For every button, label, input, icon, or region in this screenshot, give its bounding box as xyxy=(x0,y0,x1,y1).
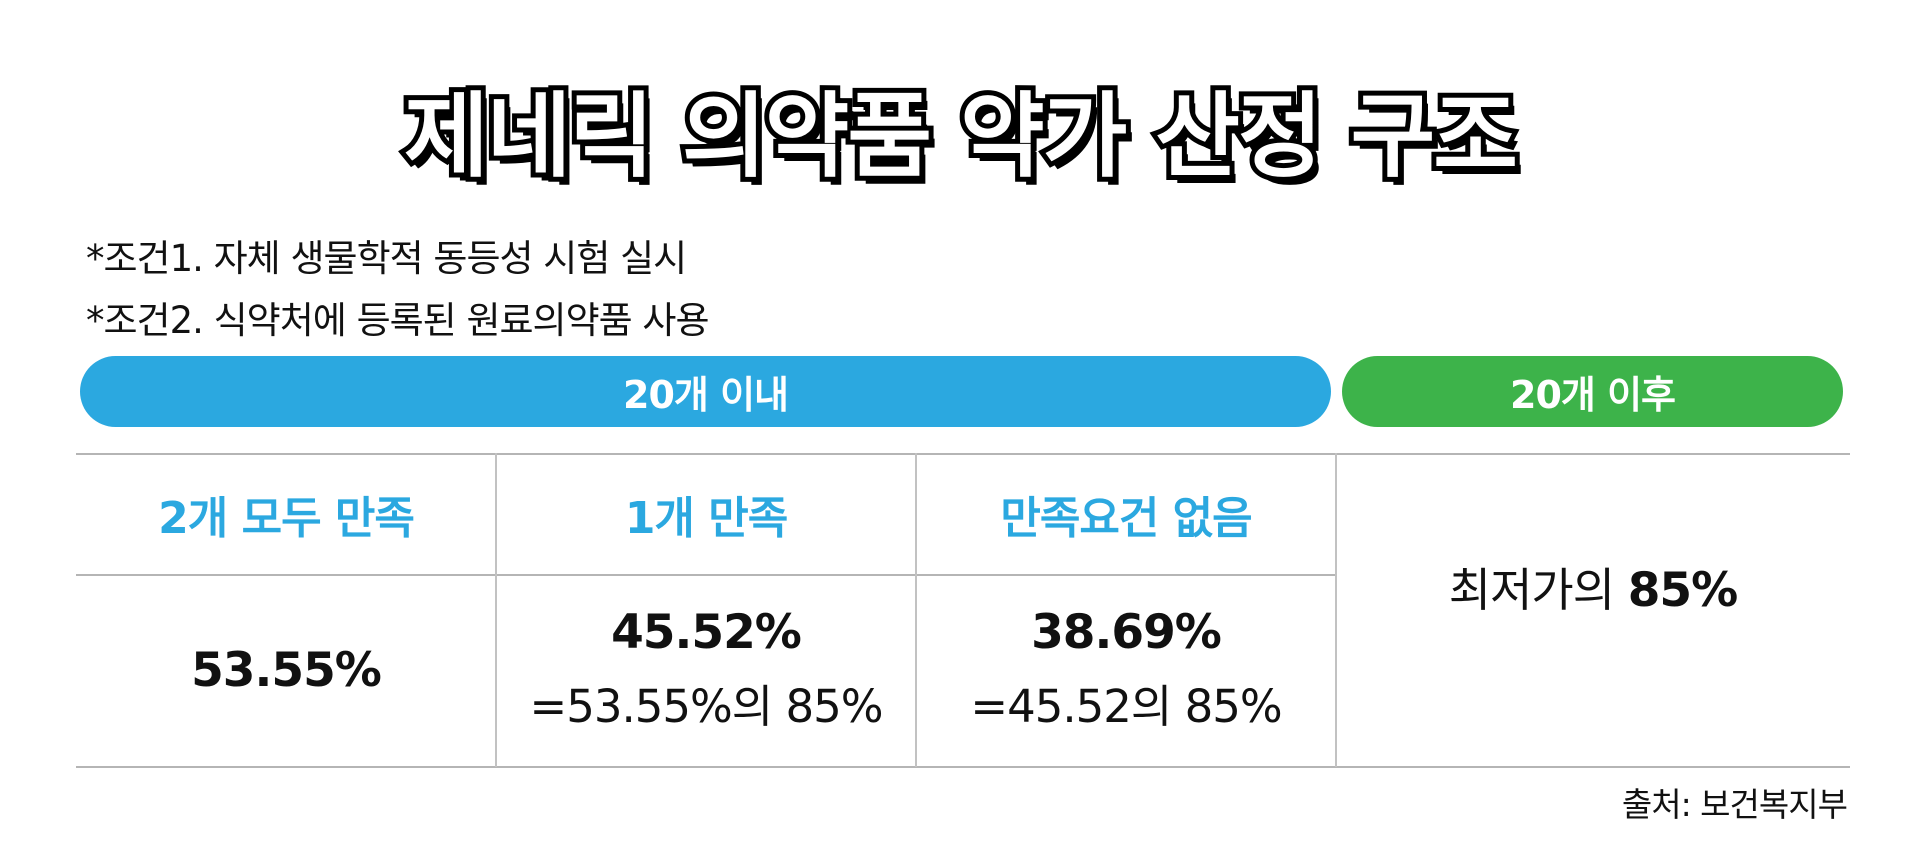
column-divider-2 xyxy=(915,453,917,767)
source-credit: 출처: 보건복지부 xyxy=(1621,785,1848,824)
after-20-label: 20개 이후 xyxy=(1510,373,1676,417)
conditions-list: *조건1. 자체 생물학적 동등성 시험 실시 *조건2. 식약처에 등록된 원… xyxy=(86,228,709,352)
header-cell-both: 2개 모두 만족 xyxy=(76,453,496,574)
condition-2: *조건2. 식약처에 등록된 원료의약품 사용 xyxy=(86,299,709,342)
table-bottom-divider xyxy=(76,766,1850,768)
column-divider-3 xyxy=(1335,453,1337,767)
header-no-condition: 만족요건 없음 xyxy=(1000,492,1252,544)
table-top-divider xyxy=(76,453,1850,455)
column-divider-1 xyxy=(495,453,497,767)
header-cell-none: 만족요건 없음 xyxy=(916,453,1336,574)
value-cell-none: 38.69% =45.52의 85% xyxy=(916,574,1336,766)
after-20-text: 최저가의 85% xyxy=(1448,554,1738,620)
header-cell-one: 1개 만족 xyxy=(496,453,916,574)
after-20-pill: 20개 이후 xyxy=(1342,356,1843,427)
value-one-formula: =53.55%의 85% xyxy=(529,680,883,733)
after-20-cell: 최저가의 85% xyxy=(1336,453,1850,721)
condition-1: *조건1. 자체 생물학적 동등성 시험 실시 xyxy=(86,237,687,280)
page-title: 제네릭 의약품 약가 산정 구조 xyxy=(399,78,1523,195)
after-20-rate: 85% xyxy=(1627,563,1738,618)
header-both-conditions: 2개 모두 만족 xyxy=(158,492,415,544)
value-one-rate: 45.52% xyxy=(611,605,802,660)
value-both-rate: 53.55% xyxy=(191,642,382,698)
value-none-rate: 38.69% xyxy=(1031,605,1222,660)
value-none-formula: =45.52의 85% xyxy=(970,680,1282,733)
value-cell-both: 53.55% xyxy=(76,574,496,766)
within-20-pill: 20개 이내 xyxy=(80,356,1331,427)
pricing-table: 2개 모두 만족 1개 만족 만족요건 없음 53.55% 45.52% =53… xyxy=(76,453,1850,768)
table-header-divider xyxy=(76,574,1336,576)
header-one-condition: 1개 만족 xyxy=(624,492,788,544)
within-20-label: 20개 이내 xyxy=(623,373,789,417)
after-20-prefix: 최저가의 xyxy=(1448,563,1628,617)
value-cell-one: 45.52% =53.55%의 85% xyxy=(496,574,916,766)
